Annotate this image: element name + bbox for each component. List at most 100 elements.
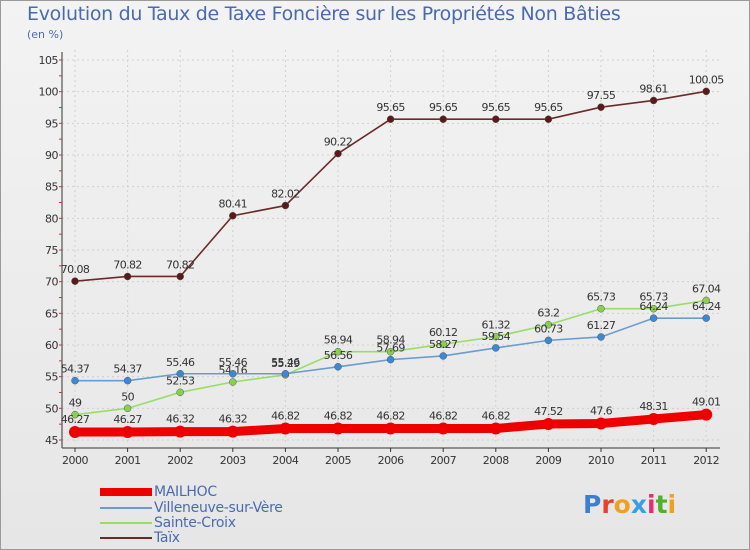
data-point xyxy=(492,344,500,352)
x-tick-label: 2003 xyxy=(220,454,246,467)
data-point xyxy=(492,115,500,123)
x-tick-label: 2000 xyxy=(62,454,88,467)
data-point xyxy=(121,425,134,438)
data-label: 55.46 xyxy=(271,356,300,369)
data-point xyxy=(384,422,397,435)
data-point xyxy=(544,115,553,123)
y-axis-unit: (en %) xyxy=(27,28,64,41)
data-label: 95.65 xyxy=(376,101,405,114)
data-point xyxy=(386,355,395,364)
data-label: 70.82 xyxy=(166,258,195,271)
data-point xyxy=(597,333,605,341)
data-point xyxy=(71,410,79,419)
data-point xyxy=(439,115,447,123)
x-tick-label: 2008 xyxy=(483,454,509,467)
data-point xyxy=(595,417,607,430)
data-label: 55.29 xyxy=(271,357,300,370)
x-tick-label: 2001 xyxy=(115,454,141,467)
data-label: 82.02 xyxy=(271,188,300,201)
data-point xyxy=(649,314,658,322)
data-point xyxy=(386,347,395,356)
data-point xyxy=(176,272,184,281)
x-tick-label: 2002 xyxy=(167,454,193,467)
y-tick-label: 65 xyxy=(45,307,58,320)
data-point xyxy=(597,304,605,313)
data-label: 61.32 xyxy=(482,319,511,332)
data-label: 67.04 xyxy=(692,282,721,295)
y-tick-label: 70 xyxy=(45,276,58,289)
y-tick-label: 75 xyxy=(45,244,58,257)
x-tick-label: 2012 xyxy=(693,454,719,467)
data-point xyxy=(649,96,658,105)
y-tick-label: 55 xyxy=(45,371,58,384)
data-point xyxy=(542,418,555,431)
data-label: 70.08 xyxy=(61,263,90,276)
data-point xyxy=(71,376,79,385)
data-point xyxy=(229,211,237,220)
y-tick-label: 50 xyxy=(45,402,58,415)
data-point xyxy=(702,296,710,305)
data-label: 52.53 xyxy=(166,374,195,387)
x-tick-label: 2009 xyxy=(535,454,561,467)
data-label: 60.73 xyxy=(534,322,563,335)
y-tick-label: 105 xyxy=(39,54,59,67)
proxiti-logo: Proxiti xyxy=(583,490,677,519)
data-point xyxy=(439,340,447,348)
data-point xyxy=(123,404,132,413)
data-point xyxy=(69,425,81,438)
legend-swatch-taix xyxy=(100,537,152,539)
data-label: 61.27 xyxy=(587,319,616,332)
x-tick-label: 2006 xyxy=(378,454,404,467)
data-point xyxy=(544,336,553,345)
x-tick-label: 2010 xyxy=(588,454,614,467)
chart-title: Evolution du Taux de Taxe Foncière sur l… xyxy=(27,3,621,25)
data-label: 95.65 xyxy=(534,101,563,114)
y-tick-label: 85 xyxy=(45,181,58,194)
data-label: 56.56 xyxy=(324,349,353,362)
data-point xyxy=(702,87,710,96)
x-tick-label: 2005 xyxy=(325,454,351,467)
data-point xyxy=(334,149,342,158)
data-point xyxy=(437,422,450,435)
legend-swatch-villeneuve xyxy=(100,507,152,509)
data-label: 46.27 xyxy=(113,413,142,426)
data-label: 54.37 xyxy=(61,363,90,376)
data-point xyxy=(123,376,132,385)
data-point xyxy=(489,422,502,435)
data-point xyxy=(226,425,239,438)
legend-label: MAILHOC xyxy=(154,484,217,500)
legend-label: Taïx xyxy=(154,530,180,546)
data-point xyxy=(174,425,187,438)
data-label: 58.94 xyxy=(324,334,353,347)
y-tick-label: 95 xyxy=(45,117,58,130)
data-label: 80.41 xyxy=(219,198,248,211)
data-label: 49 xyxy=(69,397,82,410)
data-label: 60.12 xyxy=(429,326,458,339)
data-label: 64.24 xyxy=(692,300,721,313)
data-point xyxy=(702,314,710,322)
data-label: 47.52 xyxy=(534,405,563,418)
data-point xyxy=(439,352,447,360)
y-tick-label: 90 xyxy=(45,149,58,162)
data-label: 58.94 xyxy=(376,334,405,347)
data-point xyxy=(334,347,342,356)
legend-swatch-mailhoc xyxy=(100,488,152,496)
data-label: 64.24 xyxy=(639,300,668,313)
data-label: 95.65 xyxy=(429,101,458,114)
data-label: 50 xyxy=(121,390,134,403)
data-point xyxy=(176,388,184,397)
data-label: 90.22 xyxy=(324,136,353,149)
legend-label: Villeneuve-sur-Vère xyxy=(154,500,283,516)
data-label: 46.82 xyxy=(324,409,353,422)
data-label: 98.61 xyxy=(639,82,668,95)
data-point xyxy=(229,370,237,378)
data-point xyxy=(176,370,184,378)
data-point xyxy=(123,272,132,281)
data-label: 58.27 xyxy=(429,338,458,351)
y-tick-label: 60 xyxy=(45,339,58,352)
data-label: 57.69 xyxy=(376,342,405,355)
data-point xyxy=(700,408,713,421)
data-label: 48.31 xyxy=(639,400,668,413)
data-point xyxy=(492,332,500,341)
data-label: 95.65 xyxy=(482,101,511,114)
